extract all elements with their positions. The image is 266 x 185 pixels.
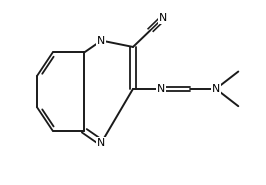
Text: N: N xyxy=(97,36,106,46)
Text: N: N xyxy=(159,13,167,23)
Text: N: N xyxy=(97,138,106,148)
Text: N: N xyxy=(156,84,165,94)
Text: N: N xyxy=(212,84,220,94)
